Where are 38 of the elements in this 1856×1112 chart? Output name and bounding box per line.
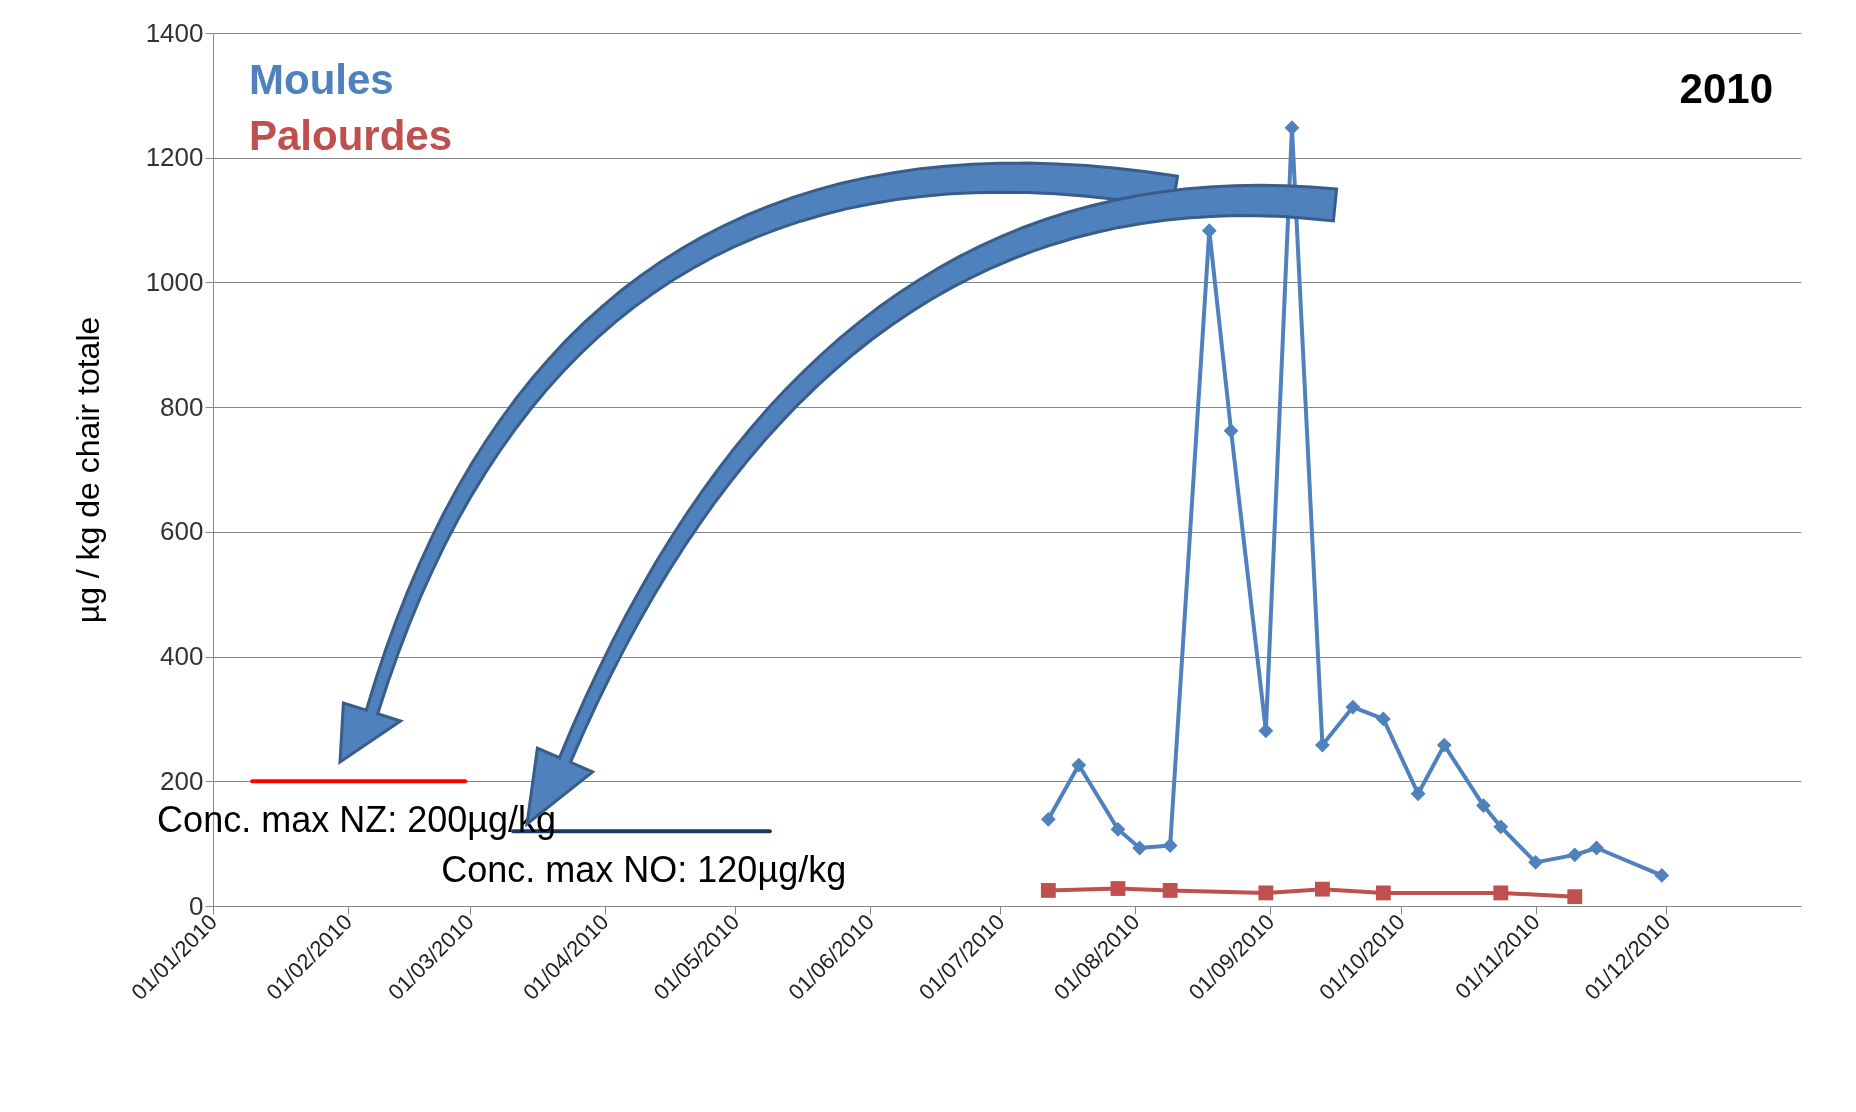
y-axis-title: µg / kg de chair totale [69, 316, 106, 624]
point [1223, 423, 1239, 439]
y-tick-label: 1400 [145, 17, 204, 48]
point [1375, 711, 1391, 727]
point [1258, 885, 1274, 901]
point [1040, 882, 1056, 898]
point [1493, 819, 1509, 835]
point [1654, 868, 1670, 883]
text: Moules [249, 56, 394, 103]
text: Palourdes [249, 112, 453, 159]
point [1315, 737, 1330, 753]
y-tick-label: 400 [160, 641, 204, 672]
point [1110, 821, 1126, 837]
point [1315, 881, 1330, 897]
point [1132, 840, 1148, 856]
point [1475, 798, 1491, 814]
point [1162, 882, 1178, 898]
point [1345, 699, 1361, 715]
point [1567, 889, 1583, 905]
point [1410, 786, 1426, 802]
annotation: Conc. max NZ: 200µg/kg [157, 799, 557, 841]
y-tick-label: 800 [160, 391, 204, 422]
point [1493, 885, 1509, 901]
point [1528, 854, 1544, 870]
annotation: 2010 [1679, 65, 1773, 112]
y-tick-label: 1200 [145, 142, 204, 173]
point [1110, 881, 1126, 896]
point [1567, 847, 1583, 863]
point [1071, 757, 1087, 773]
point [1258, 723, 1274, 739]
point [1436, 737, 1452, 753]
y-tick-label: 1000 [145, 266, 204, 297]
y-tick-label: 200 [160, 765, 204, 796]
point [1040, 811, 1056, 827]
annotation: Conc. max NO: 120µg/kg [441, 849, 847, 891]
y-tick-label: 600 [160, 516, 204, 547]
point [1375, 885, 1391, 901]
point [1162, 838, 1178, 853]
